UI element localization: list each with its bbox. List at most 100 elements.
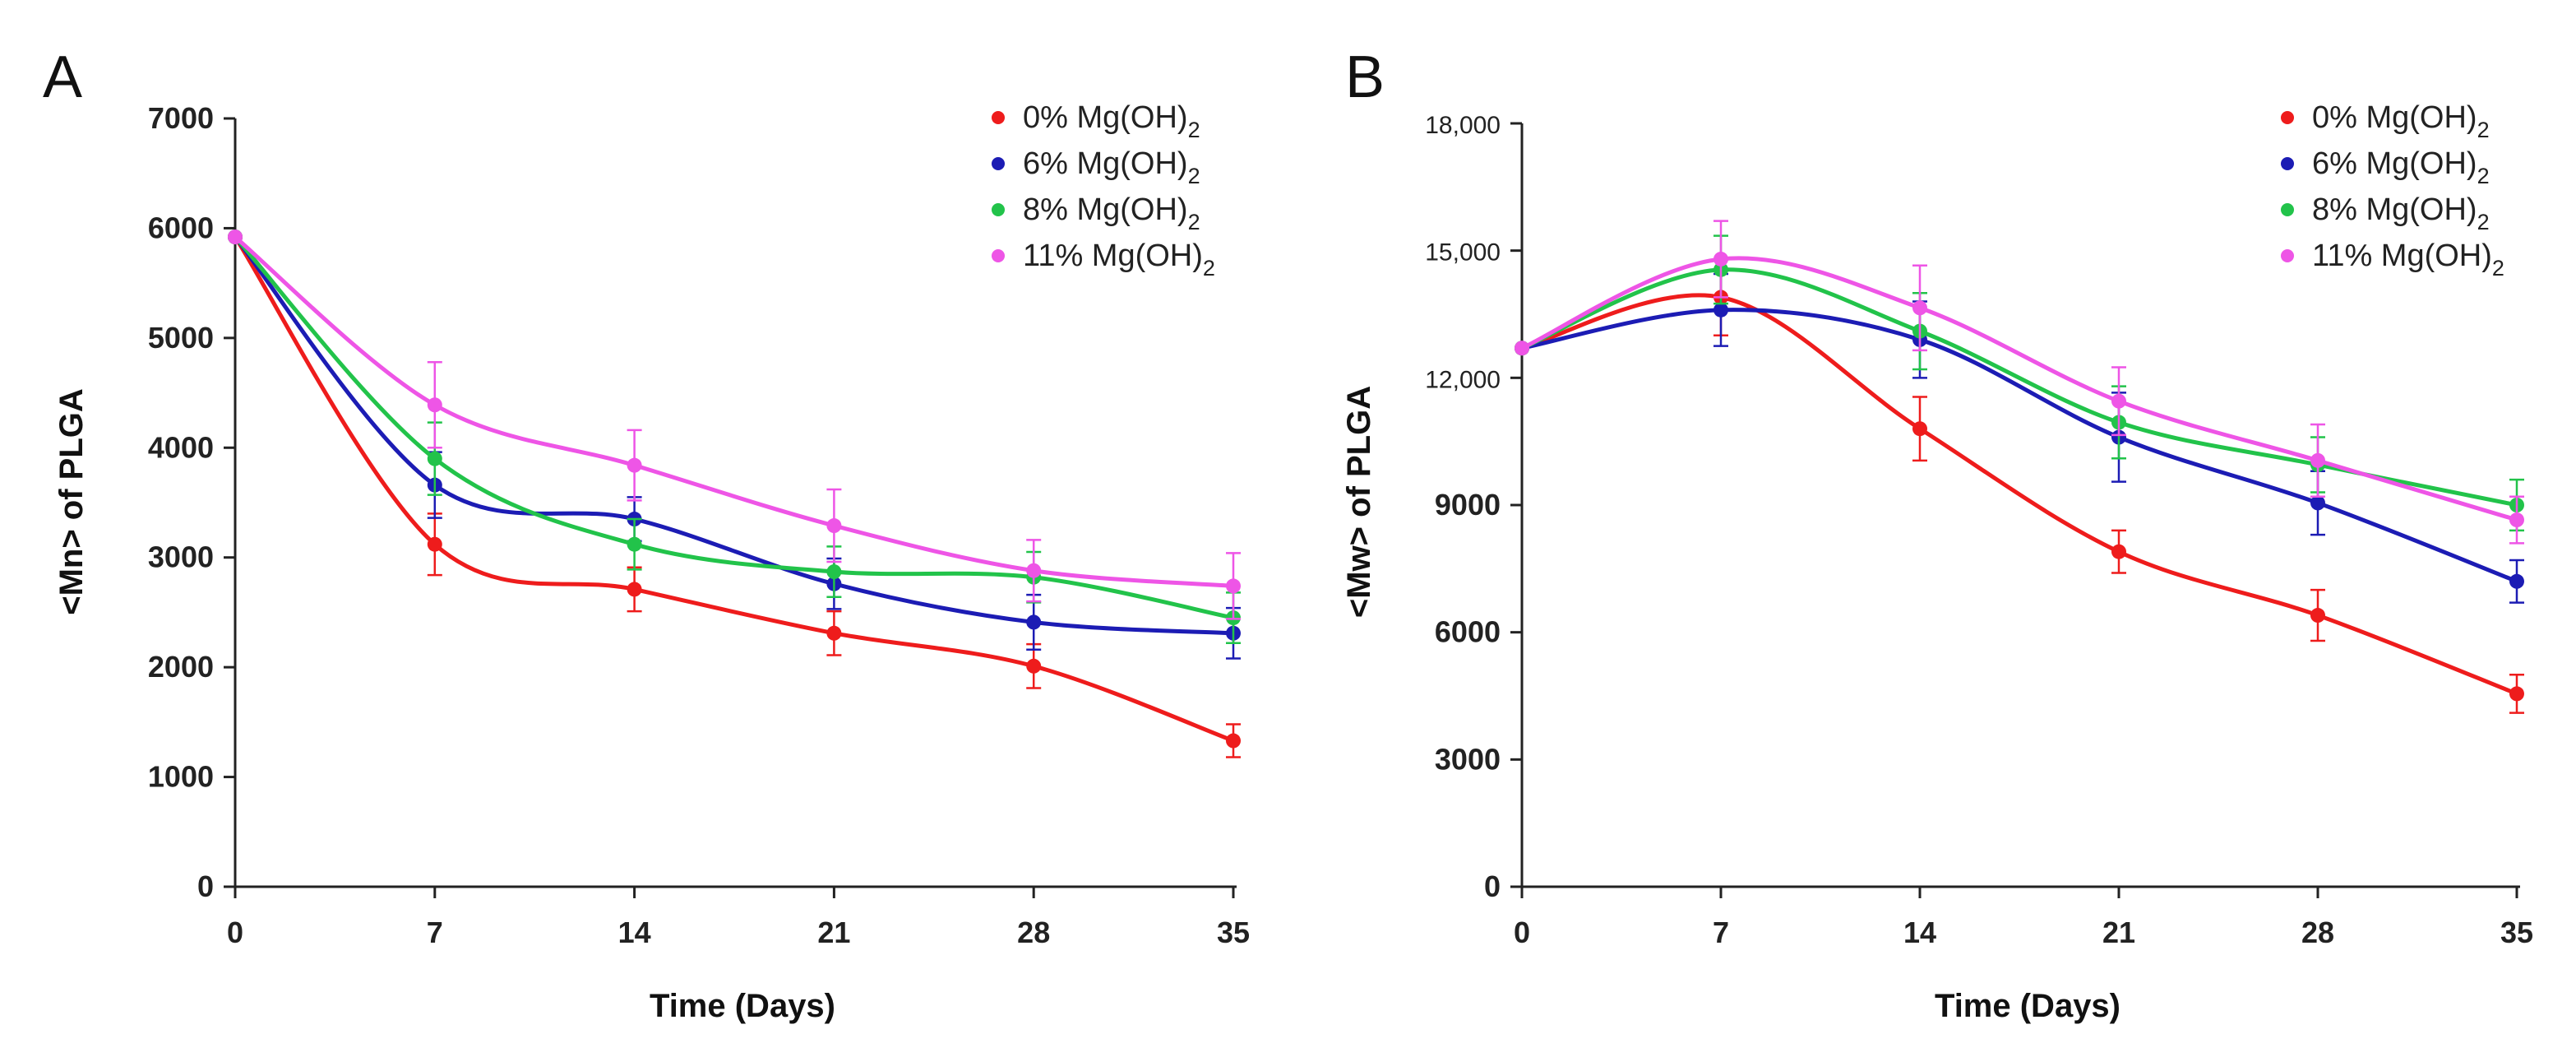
y-tick-label: 18,000 bbox=[1425, 112, 1501, 139]
legend-label: 0% Mg(OH)2 bbox=[1023, 100, 1200, 142]
data-point bbox=[1026, 614, 1042, 630]
legend-label-subscript: 2 bbox=[2492, 256, 2504, 280]
data-point bbox=[1226, 733, 1241, 749]
series-0 bbox=[228, 229, 1241, 758]
y-tick-label: 0 bbox=[1484, 869, 1501, 903]
y-tick-label: 6000 bbox=[148, 211, 214, 244]
series-line bbox=[1519, 267, 2519, 508]
data-point bbox=[427, 397, 442, 413]
legend-label-text: 6% Mg(OH) bbox=[1023, 146, 1188, 181]
y-tick-label: 4000 bbox=[148, 430, 214, 464]
y-tick-label: 7000 bbox=[148, 101, 214, 135]
series-3 bbox=[1515, 220, 2524, 545]
legend-label-text: 11% Mg(OH) bbox=[2312, 239, 2492, 273]
series-line bbox=[1519, 293, 2519, 696]
y-tick-label: 12,000 bbox=[1425, 366, 1501, 393]
x-axis-title: Time (Days) bbox=[650, 988, 835, 1024]
series-line bbox=[1519, 308, 2519, 584]
legend-label-subscript: 2 bbox=[2477, 118, 2490, 142]
x-tick-label: 0 bbox=[227, 916, 243, 949]
data-point bbox=[2509, 512, 2524, 528]
chart-a: A 0 1000 2000 3000 4000 5000 6000 7000 0 7 14 21 28 35… bbox=[43, 44, 1250, 1024]
series-3 bbox=[228, 229, 1241, 620]
y-tick-label: 2000 bbox=[148, 650, 214, 684]
x-tick-label: 21 bbox=[2102, 916, 2135, 949]
legend-label-text: 11% Mg(OH) bbox=[1023, 239, 1203, 273]
data-point bbox=[2509, 686, 2524, 702]
data-point bbox=[627, 582, 642, 597]
data-point bbox=[1226, 578, 1241, 594]
x-tick-label: 35 bbox=[2500, 916, 2533, 949]
x-tick-label: 35 bbox=[1217, 916, 1250, 949]
y-tick-label: 9000 bbox=[1435, 488, 1501, 522]
legend-label-subscript: 2 bbox=[2477, 164, 2490, 188]
data-point bbox=[1713, 251, 1728, 267]
legend-marker bbox=[992, 157, 1005, 170]
legend-marker bbox=[2281, 157, 2294, 170]
data-point bbox=[2310, 495, 2325, 511]
legend-marker bbox=[2281, 249, 2294, 262]
data-point bbox=[2111, 393, 2126, 409]
data-point bbox=[1912, 300, 1927, 316]
legend-label: 6% Mg(OH)2 bbox=[2312, 146, 2490, 188]
y-tick-label: 1000 bbox=[148, 760, 214, 794]
legend-label: 6% Mg(OH)2 bbox=[1023, 146, 1200, 188]
series-line bbox=[1519, 256, 2519, 522]
series-line bbox=[233, 234, 1236, 620]
legend-label: 0% Mg(OH)2 bbox=[2312, 100, 2490, 142]
legend-label-text: 8% Mg(OH) bbox=[1023, 192, 1188, 227]
data-point bbox=[1026, 563, 1042, 578]
x-axis-title: Time (Days) bbox=[1935, 988, 2120, 1024]
legend-label: 8% Mg(OH)2 bbox=[1023, 192, 1200, 234]
legend-label: 11% Mg(OH)2 bbox=[2312, 239, 2504, 280]
legend-label-subscript: 2 bbox=[1188, 210, 1200, 234]
data-point bbox=[826, 518, 842, 534]
x-tick-label: 21 bbox=[817, 916, 850, 949]
y-tick-label: 3000 bbox=[1435, 742, 1501, 776]
series-line bbox=[233, 234, 1236, 636]
x-tick-label: 7 bbox=[427, 916, 443, 949]
series-1 bbox=[228, 229, 1241, 660]
data-point bbox=[826, 564, 842, 580]
x-tick-label: 14 bbox=[618, 916, 651, 949]
series-2 bbox=[228, 229, 1241, 645]
y-tick-label: 0 bbox=[197, 869, 214, 903]
series-2 bbox=[1515, 234, 2524, 532]
data-point bbox=[826, 625, 842, 641]
series-0 bbox=[1515, 257, 2524, 714]
data-point bbox=[627, 457, 642, 473]
legend-label-text: 0% Mg(OH) bbox=[1023, 100, 1188, 135]
data-point bbox=[1713, 302, 1728, 318]
legend-marker bbox=[2281, 111, 2294, 124]
legend-label: 11% Mg(OH)2 bbox=[1023, 239, 1215, 280]
series-line bbox=[233, 234, 1236, 588]
legend-label-subscript: 2 bbox=[2477, 210, 2490, 234]
data-point bbox=[2310, 608, 2325, 624]
legend-label-subscript: 2 bbox=[1188, 164, 1200, 188]
panel-letter: B bbox=[1345, 44, 1385, 110]
legend-marker bbox=[992, 111, 1005, 124]
data-point bbox=[627, 536, 642, 552]
y-tick-label: 3000 bbox=[148, 540, 214, 574]
y-tick-label: 6000 bbox=[1435, 615, 1501, 649]
y-axis-title: <Mw> of PLGA bbox=[1341, 386, 1377, 618]
legend-marker bbox=[992, 249, 1005, 262]
y-axis-title: <Mn> of PLGA bbox=[53, 388, 90, 615]
data-point bbox=[2310, 452, 2325, 468]
data-point bbox=[1912, 421, 1927, 437]
x-tick-label: 28 bbox=[2301, 916, 2334, 949]
y-tick-label: 5000 bbox=[148, 321, 214, 355]
legend-marker bbox=[992, 203, 1005, 216]
x-tick-label: 28 bbox=[1017, 916, 1050, 949]
data-point bbox=[427, 451, 442, 466]
panel-letter: A bbox=[43, 44, 82, 110]
x-tick-label: 14 bbox=[1903, 916, 1936, 949]
legend-label: 8% Mg(OH)2 bbox=[2312, 192, 2490, 234]
y-tick-label: 15,000 bbox=[1425, 239, 1501, 267]
data-point bbox=[427, 536, 442, 552]
data-point bbox=[1515, 341, 1529, 356]
legend-label-text: 6% Mg(OH) bbox=[2312, 146, 2477, 181]
data-point bbox=[1026, 658, 1042, 674]
legend-label-text: 0% Mg(OH) bbox=[2312, 100, 2477, 135]
